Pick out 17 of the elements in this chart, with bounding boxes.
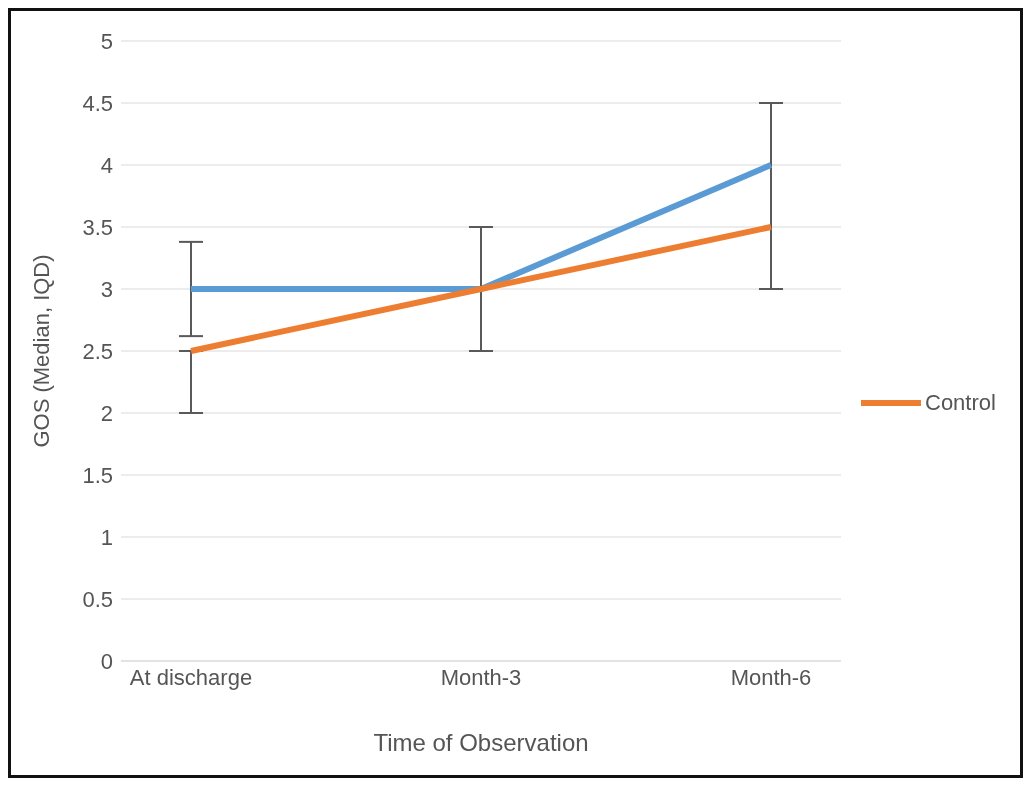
y-tick-label: 3.5 (82, 214, 113, 240)
y-tick-label: 0.5 (82, 586, 113, 612)
x-axis-title: Time of Observation (373, 729, 589, 756)
legend-label: Control (925, 390, 996, 416)
y-tick-label: 1 (100, 524, 113, 550)
x-tick-label: Month-3 (440, 664, 522, 690)
x-tick-label: Month-6 (730, 664, 812, 690)
x-tick-label: At discharge (129, 664, 253, 690)
y-tick-label: 5 (100, 28, 113, 54)
y-tick-label: 3 (100, 276, 113, 302)
y-tick-label: 1.5 (82, 462, 113, 488)
y-tick-label: 4.5 (82, 90, 113, 116)
y-tick-label: 4 (100, 152, 113, 178)
y-axis-title: GOS (Median, IQD) (28, 254, 54, 448)
y-tick-label: 2.5 (82, 338, 113, 364)
y-tick-label: 0 (100, 648, 113, 674)
y-tick-label: 2 (100, 400, 113, 426)
